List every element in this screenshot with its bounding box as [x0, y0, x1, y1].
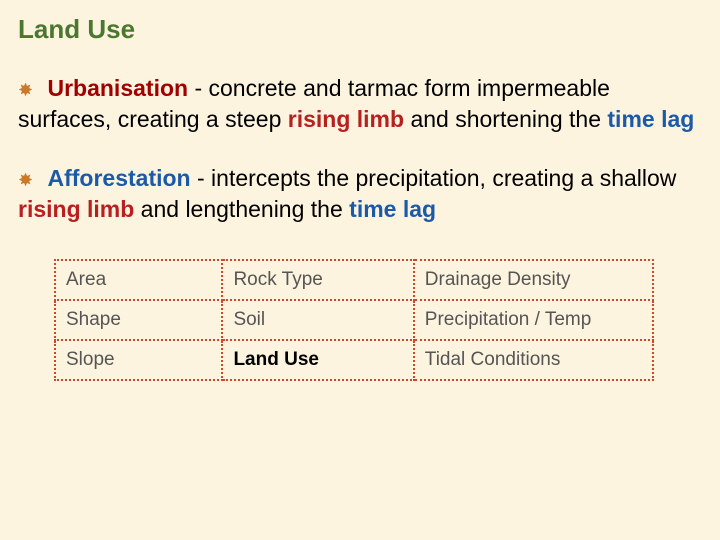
text: and lengthening the [134, 196, 349, 222]
keyword-time-lag: time lag [349, 196, 436, 222]
nav-cell[interactable]: Tidal Conditions [414, 340, 653, 380]
keyword-time-lag: time lag [607, 106, 694, 132]
nav-row: SlopeLand UseTidal Conditions [55, 340, 653, 380]
text: and shortening the [404, 106, 607, 132]
bullet-point-afforestation: ✸ Afforestation - intercepts the precipi… [18, 163, 702, 225]
keyword-rising-limb: rising limb [18, 196, 134, 222]
nav-cell[interactable]: Slope [55, 340, 222, 380]
text: - intercepts the precipitation, creating… [191, 165, 677, 191]
bullet-point-urbanisation: ✸ Urbanisation - concrete and tarmac for… [18, 73, 702, 135]
term-urbanisation: Urbanisation [47, 75, 188, 101]
nav-cell[interactable]: Shape [55, 300, 222, 340]
nav-body: AreaRock TypeDrainage DensityShapeSoilPr… [55, 260, 653, 380]
nav-cell[interactable]: Drainage Density [414, 260, 653, 300]
sun-bullet-icon: ✸ [18, 171, 33, 189]
term-afforestation: Afforestation [47, 165, 190, 191]
nav-row: ShapeSoilPrecipitation / Temp [55, 300, 653, 340]
nav-row: AreaRock TypeDrainage Density [55, 260, 653, 300]
keyword-rising-limb: rising limb [288, 106, 404, 132]
nav-cell[interactable]: Area [55, 260, 222, 300]
nav-cell[interactable]: Precipitation / Temp [414, 300, 653, 340]
slide-title: Land Use [18, 14, 702, 45]
nav-cell[interactable]: Rock Type [222, 260, 413, 300]
nav-cell[interactable]: Land Use [222, 340, 413, 380]
sun-bullet-icon: ✸ [18, 81, 33, 99]
nav-table: AreaRock TypeDrainage DensityShapeSoilPr… [54, 259, 654, 381]
nav-cell[interactable]: Soil [222, 300, 413, 340]
